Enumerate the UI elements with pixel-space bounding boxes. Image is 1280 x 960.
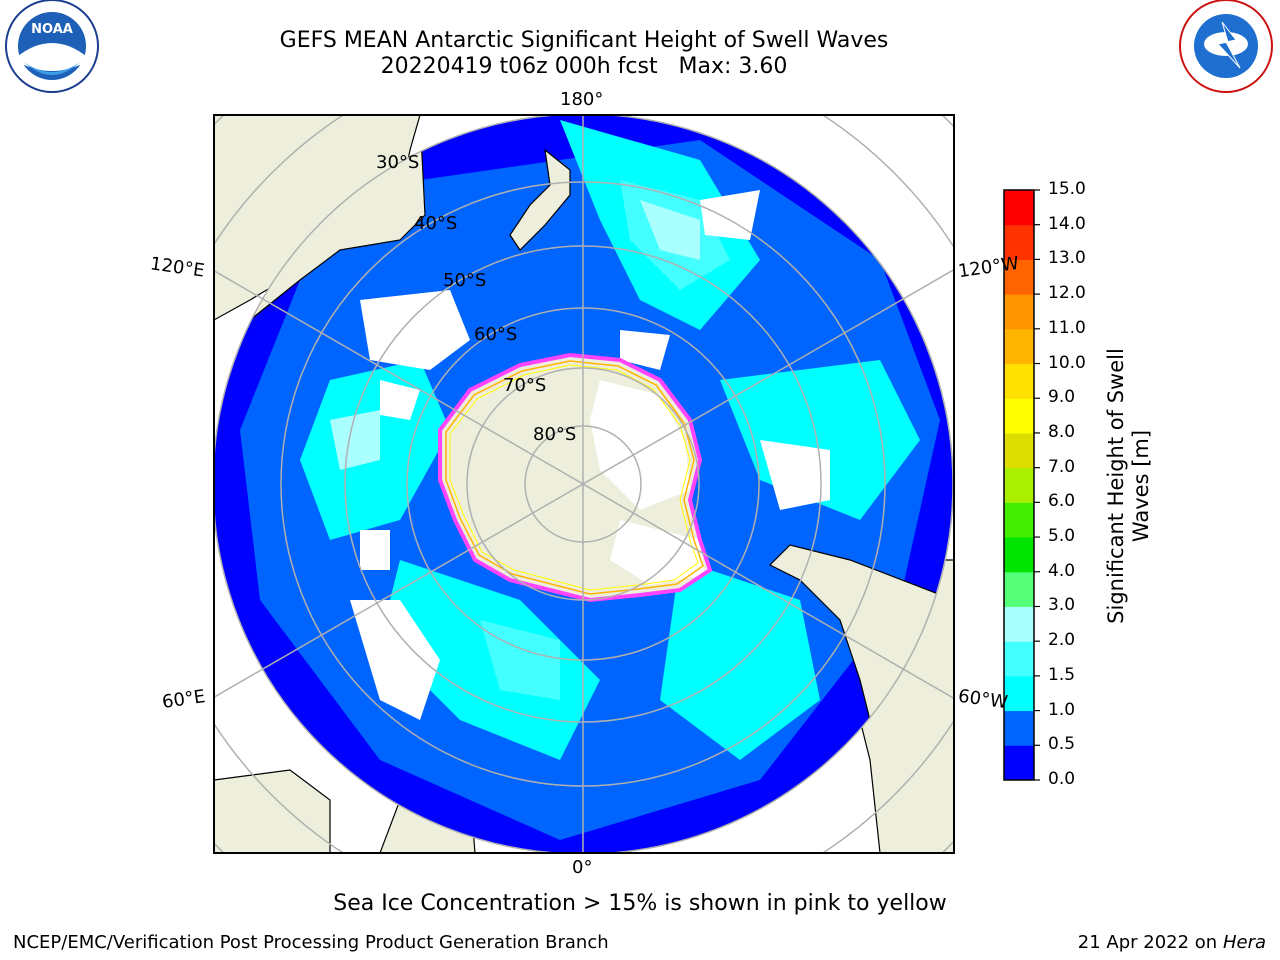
colorbar-tick-label: 14.0 (1048, 213, 1086, 234)
colorbar-segment (1004, 641, 1034, 677)
colorbar-segment (1004, 432, 1034, 469)
colorbar-tick-label: 9.0 (1048, 387, 1076, 408)
colorbar-segment (1004, 745, 1034, 781)
colorbar-tick-label: 1.0 (1048, 699, 1076, 720)
colorbar-segment (1004, 294, 1034, 330)
colorbar-tick-label: 6.0 (1048, 491, 1076, 512)
footer-machine: Hera (1222, 932, 1266, 953)
map-frame (213, 114, 955, 854)
colorbar-tick-label: 0.5 (1048, 734, 1076, 755)
africa-land (214, 769, 331, 853)
lat-label-80: 80°S (533, 424, 577, 445)
chart-subtitle: 20220419 t06z 000h fcst Max: 3.60 (380, 54, 788, 79)
colorbar-tick-label: 4.0 (1048, 560, 1076, 581)
lon-label-bottom: 0° (572, 857, 593, 878)
lat-label-30: 30°S (376, 152, 420, 173)
colorbar-segment (1004, 675, 1034, 712)
footer-right: 21 Apr 2022 on Hera (1078, 932, 1266, 953)
colorbar-segment (1004, 606, 1034, 642)
colorbar-segment (1004, 363, 1034, 399)
colorbar-segment (1004, 710, 1034, 746)
colorbar-tick-label: 7.0 (1048, 456, 1076, 477)
colorbar-tick-label: 15.0 (1048, 179, 1086, 199)
lon-label-top: 180° (560, 89, 604, 110)
nws-logo (1179, 0, 1273, 93)
new-zealand-land (509, 148, 571, 251)
colorbar-tick-label: 13.0 (1048, 248, 1086, 269)
colorbar-label-line1: Significant Height of Swell (1104, 348, 1128, 624)
sea-ice-note: Sea Ice Concentration > 15% is shown in … (333, 891, 947, 916)
lat-label-70: 70°S (503, 375, 547, 396)
footer-left: NCEP/EMC/Verification Post Processing Pr… (13, 932, 609, 953)
colorbar-tick-label: 1.5 (1048, 664, 1076, 685)
lat-label-40: 40°S (414, 213, 458, 234)
colorbar-tick-label: 2.0 (1048, 630, 1076, 651)
colorbar-segment (1004, 537, 1034, 573)
colorbar-tick-label: 5.0 (1048, 526, 1076, 547)
colorbar-segment (1004, 328, 1034, 365)
colorbar (1003, 189, 1040, 781)
colorbar-tick-label: 10.0 (1048, 352, 1086, 373)
colorbar-tick-label: 0.0 (1048, 769, 1076, 789)
lat-label-60: 60°S (474, 324, 518, 345)
colorbar-segment (1004, 398, 1034, 434)
colorbar-tick-label: 8.0 (1048, 421, 1076, 442)
colorbar-segment (1004, 571, 1034, 607)
colorbar-segment (1004, 190, 1034, 226)
footer-date: 21 Apr 2022 on (1077, 932, 1223, 953)
colorbar-segment (1004, 502, 1034, 538)
noaa-logo (5, 0, 99, 93)
chart-title: GEFS MEAN Antarctic Significant Height o… (279, 28, 889, 53)
colorbar-segment (1004, 467, 1034, 503)
noaa-logo-text: NOAA (31, 22, 73, 37)
colorbar-segment (1004, 259, 1034, 295)
colorbar-segment (1004, 224, 1034, 260)
colorbar-frame (1003, 189, 1035, 781)
lat-label-50: 50°S (443, 270, 487, 291)
colorbar-tick-label: 3.0 (1048, 595, 1076, 616)
colorbar-tick-label: 12.0 (1048, 283, 1086, 304)
colorbar-label-line2: Waves [m] (1129, 429, 1153, 543)
colorbar-tick-label: 11.0 (1048, 317, 1086, 338)
